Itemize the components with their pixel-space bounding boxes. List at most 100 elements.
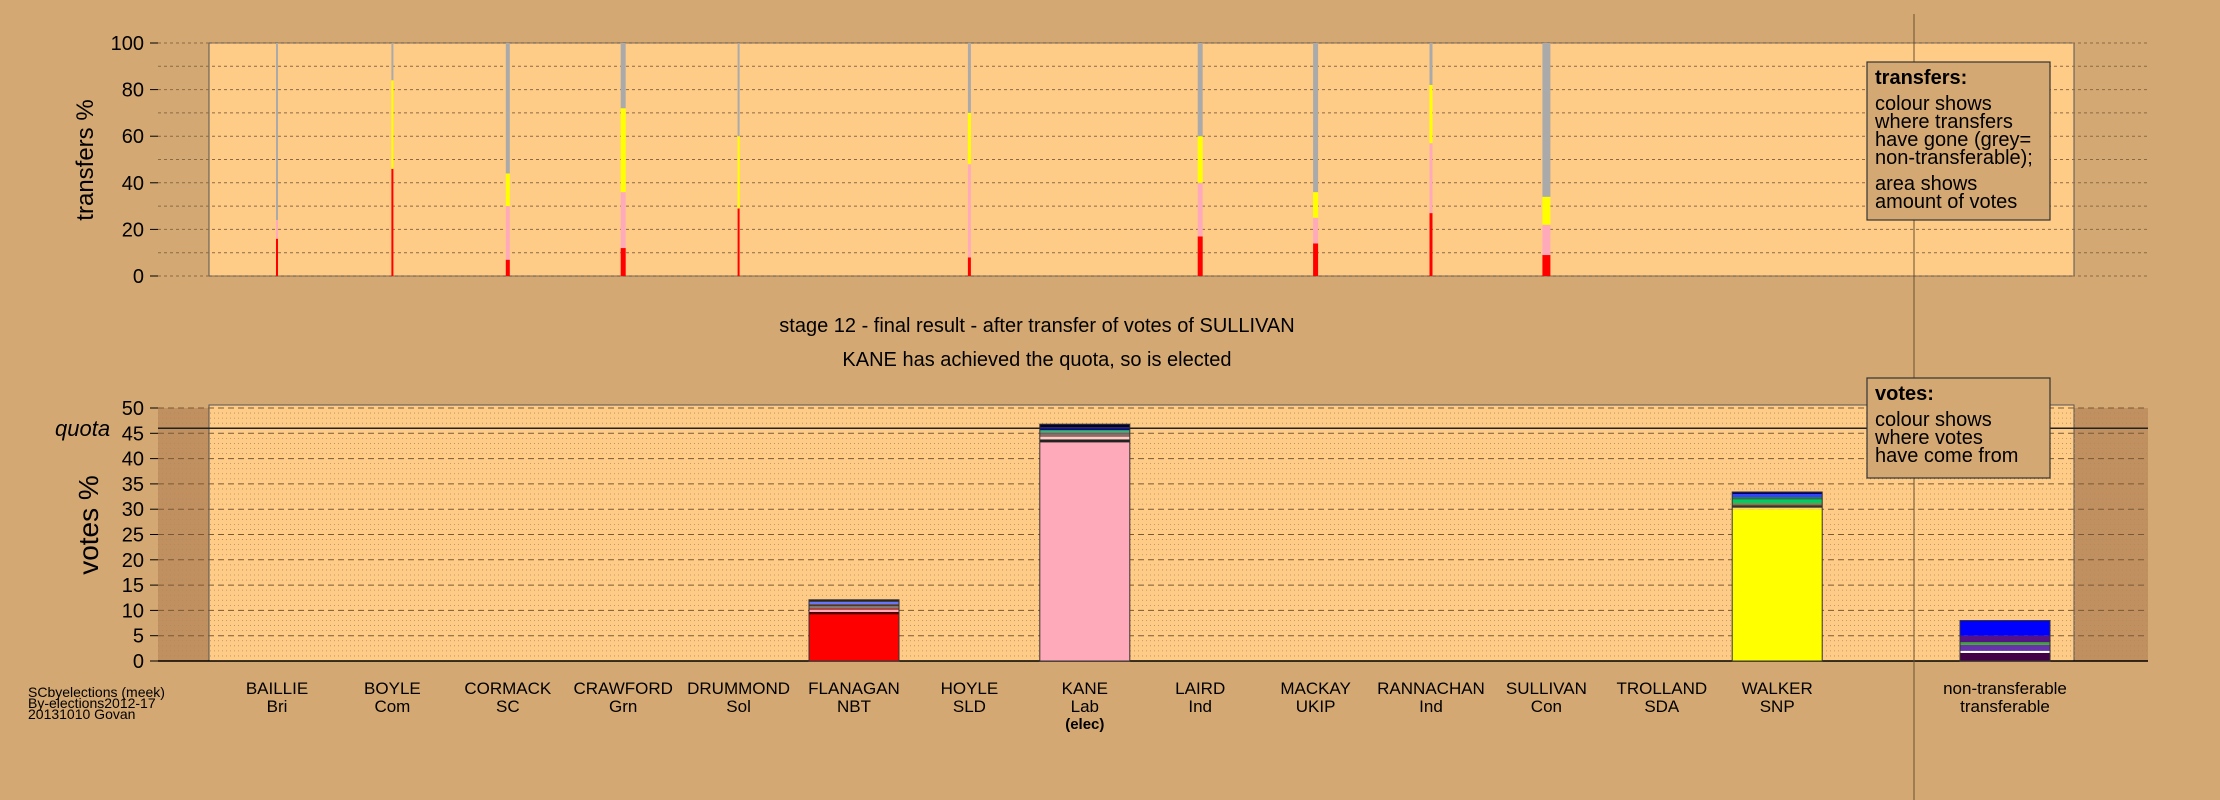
votes-legend-line: colour shows (1875, 409, 1992, 431)
candidate-party: transferable (1960, 697, 2050, 716)
votes-ytick-label: 5 (133, 626, 144, 648)
transfer-bar-segment (620, 248, 626, 276)
votes-ytick-label: 30 (122, 499, 144, 521)
votes-ytick-label: 0 (133, 651, 144, 673)
candidate-name: FLANAGAN (808, 679, 900, 698)
vote-bar-segment (1039, 430, 1130, 433)
transfer-bar-segment (505, 43, 510, 174)
candidate-party: Bri (267, 697, 288, 716)
votes-legend-box (1866, 377, 2051, 479)
annotations: stage 12 - final result - after transfer… (28, 14, 2051, 800)
vote-bar-segment (809, 614, 899, 661)
transfers-legend-line: have gone (grey= (1875, 129, 2031, 151)
vote-bar-segment (1960, 644, 2050, 651)
candidate-party: SDA (1644, 697, 1680, 716)
vote-bar-segment (809, 611, 899, 615)
votes-ytick-label: 40 (122, 449, 144, 471)
transfers-ytick-label: 60 (122, 126, 144, 148)
transfer-bar-segment (1197, 43, 1203, 137)
candidate-name: SULLIVAN (1506, 679, 1587, 698)
vote-bar-outline (1731, 491, 1823, 662)
transfer-bar-segment (276, 43, 278, 221)
candidate-party: Sol (726, 697, 751, 716)
votes-ylabel: votes % (73, 475, 104, 575)
candidate-name: LAIRD (1175, 679, 1225, 698)
transfer-bar-segment (391, 43, 394, 81)
transfer-bar-segment (505, 206, 510, 260)
vote-bar-segment (1039, 436, 1130, 440)
vote-bar-outline (1039, 423, 1131, 662)
vote-bar-segment (809, 601, 899, 605)
transfer-bar-segment (1429, 143, 1433, 214)
candidate-name: KANE (1062, 679, 1108, 698)
vote-bar-outline (1959, 620, 2051, 662)
candidate-name: BAILLIE (246, 679, 308, 698)
candidate-party: SC (496, 697, 520, 716)
transfer-bar-segment (1313, 243, 1319, 276)
elected-marker: (elec) (1065, 716, 1104, 733)
stage-title: stage 12 - final result - after transfer… (779, 315, 1294, 337)
transfer-bar-segment (1197, 182, 1203, 237)
vote-bar-segment (809, 609, 899, 612)
transfers-chart: 0 20 40 60 80 100 transfers % (72, 33, 2148, 288)
transfer-bar-segment (1542, 43, 1551, 197)
candidate-party: SLD (953, 697, 986, 716)
footer-line-2: By-elections2012-17 (28, 695, 156, 711)
votes-ytick-label: 45 (122, 423, 144, 445)
transfer-bar-segment (505, 259, 510, 276)
transfers-legend-line: amount of votes (1875, 191, 2017, 213)
vote-bar-segment (1960, 620, 2050, 636)
transfer-bar-segment (620, 108, 626, 193)
vote-bar-segment (1039, 442, 1130, 661)
transfer-bar-segment (391, 168, 394, 276)
transfer-bar-segment (620, 43, 626, 109)
candidate-name: TROLLAND (1616, 679, 1707, 698)
transfer-bar-segment (737, 136, 740, 209)
transfer-bar-segment (391, 80, 394, 169)
transfer-bar-segment (1542, 255, 1551, 276)
transfers-legend-box (1866, 61, 2051, 221)
candidate-party: Ind (1188, 697, 1212, 716)
transfer-bar-segment (1542, 196, 1551, 225)
vote-bar-segment (1960, 650, 2050, 653)
votes-chart: 0 5 10 15 20 25 30 35 40 45 50 votes % quota (55, 398, 2148, 673)
transfer-bar-segment (967, 112, 971, 165)
votes-legend-title: votes: (1875, 383, 1934, 405)
candidate-party: Ind (1419, 697, 1443, 716)
transfers-legend-title: transfers: (1875, 67, 1967, 89)
vote-bar-segment (809, 599, 899, 602)
vote-bar-segment (1732, 509, 1823, 661)
votes-ytick-label: 50 (122, 398, 144, 420)
vote-bar-segment (809, 605, 899, 608)
vote-bar-segment (809, 604, 899, 606)
candidate-party: SNP (1760, 697, 1795, 716)
candidate-party: Com (374, 697, 410, 716)
transfer-bar-segment (967, 164, 971, 258)
transfer-bar-segment (737, 43, 740, 137)
transfer-bar-segment (967, 43, 971, 113)
transfer-bar-segment (620, 192, 626, 249)
vote-bar-segment (809, 607, 899, 610)
votes-ytick-label: 25 (122, 525, 144, 547)
transfers-ytick-label: 20 (122, 219, 144, 241)
transfers-ytick-label: 0 (133, 266, 144, 288)
transfer-bar-segment (276, 220, 278, 239)
transfers-legend-line: where transfers (1874, 111, 2013, 133)
transfer-bar-segment (505, 173, 510, 207)
votes-legend-line: where votes (1874, 427, 1983, 449)
candidate-name: CORMACK (464, 679, 552, 698)
transfer-bar-segment (1197, 136, 1203, 183)
transfers-legend-line: area shows (1875, 173, 1977, 195)
transfer-bar-segment (276, 238, 278, 276)
vote-bar-segment (1039, 439, 1130, 443)
transfer-bar-segment (1313, 192, 1319, 218)
vote-bar-segment (1039, 434, 1130, 437)
vote-bar-segment (1960, 635, 2050, 643)
vote-bar-segment (1039, 432, 1130, 435)
votes-legend-line: have come from (1875, 445, 2018, 467)
